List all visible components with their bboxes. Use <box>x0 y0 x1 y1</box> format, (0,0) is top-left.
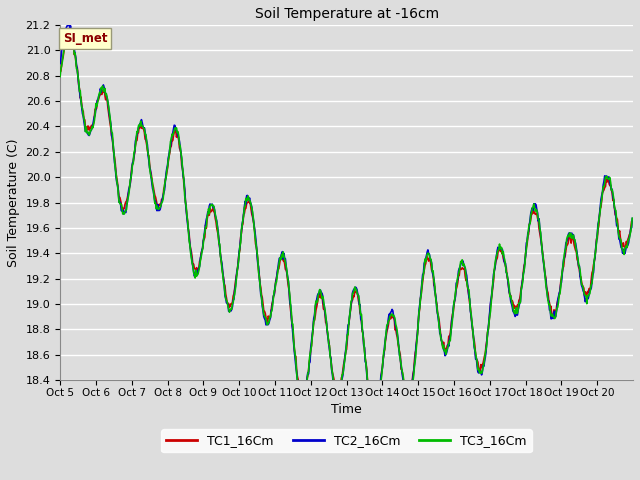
Title: Soil Temperature at -16cm: Soil Temperature at -16cm <box>255 7 438 21</box>
Y-axis label: Soil Temperature (C): Soil Temperature (C) <box>7 138 20 267</box>
Legend: TC1_16Cm, TC2_16Cm, TC3_16Cm: TC1_16Cm, TC2_16Cm, TC3_16Cm <box>161 429 532 452</box>
Text: SI_met: SI_met <box>63 32 108 45</box>
X-axis label: Time: Time <box>332 404 362 417</box>
